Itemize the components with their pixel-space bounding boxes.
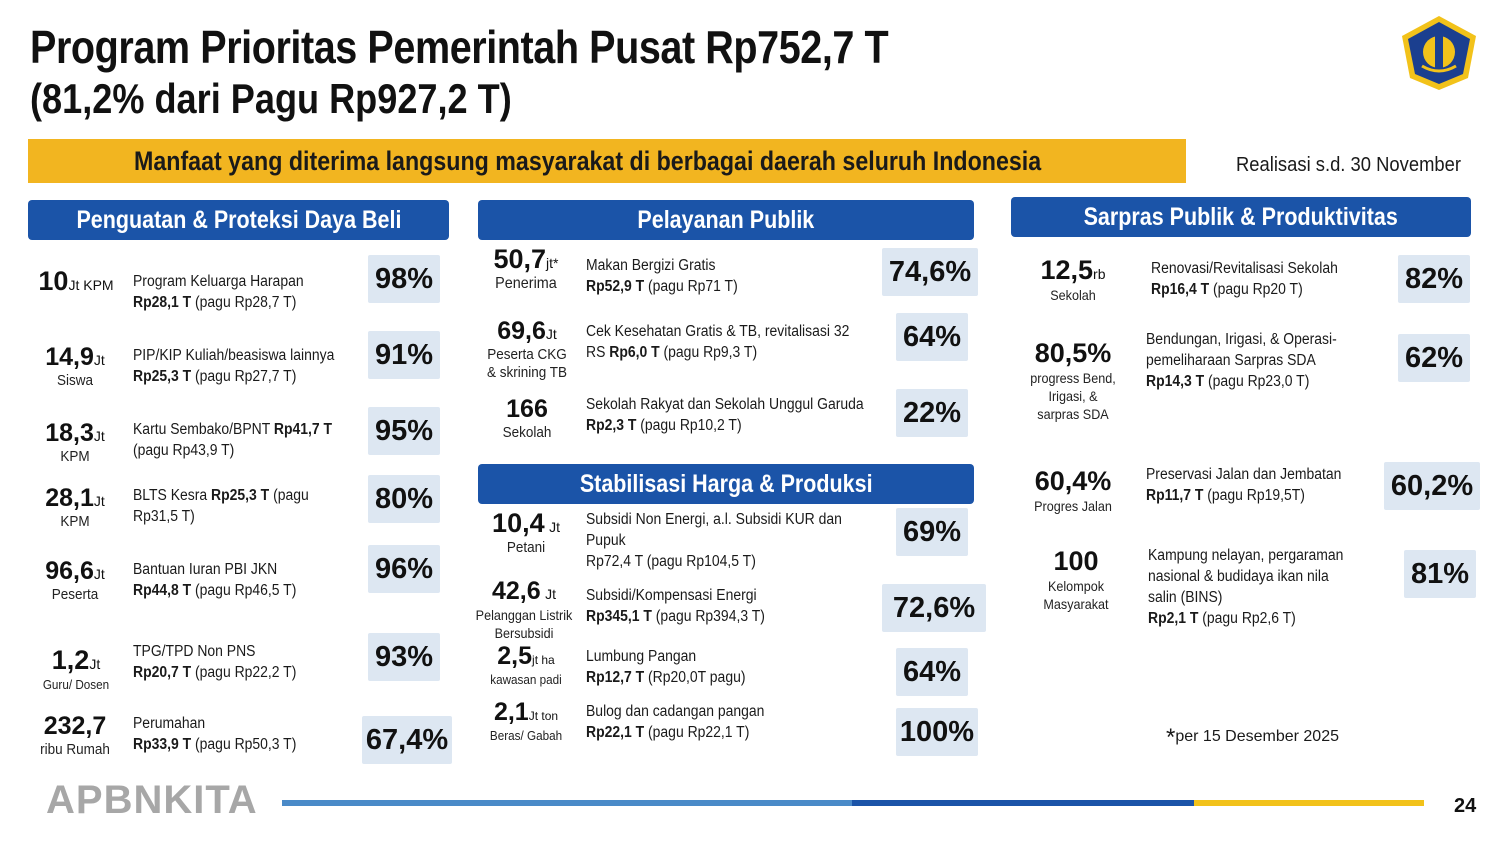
percentage-badge: 64%: [896, 648, 968, 696]
stat-number: 69,6Jt Peserta CKG & skrining TB: [486, 317, 568, 381]
footer-bar-segment: [282, 800, 852, 806]
list-item: Makan Bergizi Gratis Rp52,9 T (pagu Rp71…: [586, 257, 738, 295]
stat-number: 100 Kelompok Masyarakat: [1043, 546, 1109, 612]
stat-number: 232,7 ribu Rumah: [40, 712, 110, 758]
list-item: Perumahan Rp33,9 T (pagu Rp50,3 T): [133, 715, 297, 753]
percentage-badge: 91%: [368, 331, 440, 379]
list-item: Kartu Sembako/BPNT Rp41,7 T (pagu Rp43,9…: [133, 421, 333, 459]
stat-number: 2,1Jt ton Beras/ Gabah: [489, 698, 563, 743]
stat-number: 50,7jt* Penerima: [493, 244, 559, 292]
footer-bar-segment: [852, 800, 1194, 806]
stat-number: 28,1Jt KPM: [45, 484, 105, 530]
list-item: Renovasi/Revitalisasi Sekolah Rp16,4 T (…: [1151, 260, 1338, 298]
footer-bar-segment: [1194, 800, 1424, 806]
apbnkita-logo: APBNKITA: [46, 778, 258, 822]
page-number: 24: [1454, 795, 1477, 817]
column-header-pelayanan: Pelayanan Publik: [478, 200, 974, 240]
percentage-badge: 98%: [368, 255, 440, 303]
list-item: Subsidi/Kompensasi Energi Rp345,1 T (pag…: [586, 587, 765, 625]
list-item: Kampung nelayan, pergaraman nasional & b…: [1148, 547, 1344, 627]
stat-number: 96,6Jt Peserta: [45, 557, 105, 603]
percentage-badge: 80%: [368, 475, 440, 523]
percentage-badge: 93%: [368, 633, 440, 681]
list-item: BLTS Kesra Rp25,3 T (pagu Rp31,5 T): [133, 487, 309, 525]
percentage-badge: 22%: [896, 389, 968, 437]
banner-text: Manfaat yang diterima langsung masyaraka…: [134, 146, 1042, 176]
stat-number: 10Jt KPM: [38, 266, 114, 296]
list-item: Lumbung Pangan Rp12,7 T (Rp20,0T pagu): [586, 648, 746, 686]
stat-number: 166 Sekolah: [502, 395, 552, 441]
stat-number: 18,3Jt KPM: [45, 419, 105, 465]
percentage-badge: 82%: [1398, 255, 1470, 303]
list-item: Subsidi Non Energi, a.l. Subsidi KUR dan…: [586, 511, 842, 570]
list-item: Bendungan, Irigasi, & Operasi- pemelihar…: [1146, 331, 1337, 390]
column-header-daya-beli: Penguatan & Proteksi Daya Beli: [28, 200, 449, 240]
kemenkeu-logo: [1398, 14, 1480, 92]
list-item: TPG/TPD Non PNS Rp20,7 T (pagu Rp22,2 T): [133, 643, 297, 681]
percentage-badge: 72,6%: [882, 584, 986, 632]
footnote: *per 15 Desember 2025: [1166, 724, 1339, 751]
percentage-badge: 96%: [368, 545, 440, 593]
percentage-badge: 81%: [1404, 550, 1476, 598]
column-header-stabilisasi: Stabilisasi Harga & Produksi: [478, 464, 974, 504]
stat-number: 42,6 Jt Pelanggan Listrik Bersubsidi: [475, 577, 573, 641]
list-item: Program Keluarga Harapan Rp28,1 T (pagu …: [133, 273, 304, 311]
list-item: PIP/KIP Kuliah/beasiswa lainnya Rp25,3 T…: [133, 347, 335, 385]
stat-number: 10,4 Jt Petani: [492, 508, 560, 556]
list-item: Cek Kesehatan Gratis & TB, revitalisasi …: [586, 323, 850, 361]
stat-number: 80,5% progress Bend, Irigasi, & sarpras …: [1030, 338, 1116, 422]
stat-number: 1,2Jt Guru/ Dosen: [42, 645, 110, 692]
stat-number: 12,5rb Sekolah: [1040, 255, 1106, 303]
percentage-badge: 69%: [896, 508, 968, 556]
page-subtitle: (81,2% dari Pagu Rp927,2 T): [30, 75, 512, 122]
percentage-badge: 64%: [896, 313, 968, 361]
percentage-badge: 67,4%: [362, 716, 452, 764]
stat-number: 60,4% Progres Jalan: [1034, 466, 1112, 514]
percentage-badge: 60,2%: [1384, 462, 1480, 510]
percentage-badge: 100%: [896, 708, 978, 756]
stat-number: 2,5jt ha kawasan padi: [490, 642, 562, 687]
list-item: Sekolah Rakyat dan Sekolah Unggul Garuda…: [586, 396, 864, 434]
percentage-badge: 95%: [368, 407, 440, 455]
highlight-banner: Manfaat yang diterima langsung masyaraka…: [28, 139, 1186, 183]
list-item: Bulog dan cadangan pangan Rp22,1 T (pagu…: [586, 703, 765, 741]
list-item: Bantuan Iuran PBI JKN Rp44,8 T (pagu Rp4…: [133, 561, 297, 599]
percentage-badge: 62%: [1398, 334, 1470, 382]
realisasi-label: Realisasi s.d. 30 November: [1236, 154, 1461, 176]
percentage-badge: 74,6%: [882, 248, 978, 296]
list-item: Preservasi Jalan dan Jembatan Rp11,7 T (…: [1146, 466, 1342, 504]
page-title: Program Prioritas Pemerintah Pusat Rp752…: [30, 21, 889, 73]
stat-number: 14,9Jt Siswa: [45, 343, 105, 389]
column-header-sarpras: Sarpras Publik & Produktivitas: [1011, 197, 1471, 237]
